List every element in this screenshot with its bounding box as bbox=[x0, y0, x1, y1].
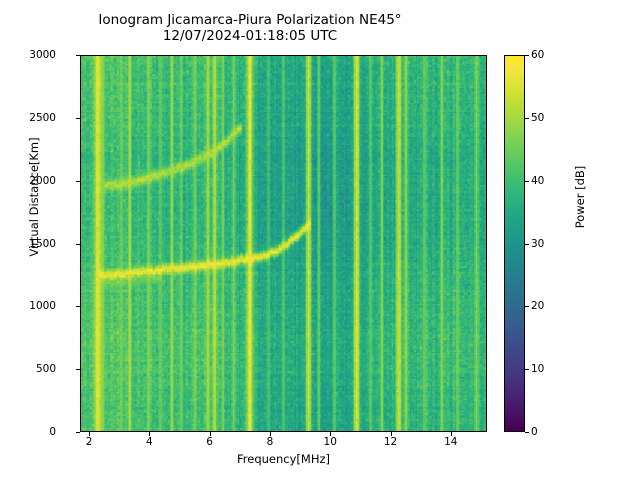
colorbar-tick-label: 0 bbox=[531, 426, 538, 438]
x-axis-tick-label: 8 bbox=[266, 436, 274, 448]
colorbar bbox=[504, 55, 525, 432]
colorbar-tick-label: 40 bbox=[531, 174, 545, 187]
y-axis-tick-mark bbox=[76, 432, 80, 433]
colorbar-tick-label: 60 bbox=[531, 49, 545, 61]
colorbar-tick-mark bbox=[525, 180, 529, 182]
colorbar-label: Power [dB] bbox=[573, 165, 587, 229]
y-axis-tick-label: 0 bbox=[49, 426, 56, 438]
y-axis-tick-mark bbox=[76, 55, 80, 56]
y-axis-tick-mark bbox=[76, 369, 80, 371]
colorbar-tick-mark bbox=[525, 243, 529, 245]
x-axis-tick-mark bbox=[450, 432, 452, 436]
x-axis-tick-mark bbox=[330, 432, 332, 436]
y-axis-tick-mark bbox=[76, 243, 80, 245]
y-axis-tick-mark bbox=[76, 306, 80, 308]
x-axis-tick-mark bbox=[269, 432, 271, 436]
colorbar-tick-mark bbox=[525, 369, 529, 371]
colorbar-tick-mark bbox=[525, 55, 529, 56]
y-axis-tick-label: 1000 bbox=[29, 300, 56, 313]
x-axis-tick-label: 12 bbox=[383, 436, 398, 448]
figure-title: Ionogram Jicamarca-Piura Polarization NE… bbox=[98, 12, 402, 44]
colorbar-gradient bbox=[505, 56, 524, 431]
colorbar-tick-label: 30 bbox=[531, 237, 545, 250]
y-axis-tick-mark bbox=[76, 117, 80, 119]
x-axis-tick-label: 6 bbox=[206, 436, 213, 448]
x-axis-tick-mark bbox=[390, 432, 392, 436]
colorbar-tick-label: 10 bbox=[531, 363, 545, 376]
x-axis-label: Frequency[MHz] bbox=[237, 452, 330, 466]
y-axis-tick-label: 3000 bbox=[29, 49, 56, 61]
y-axis-tick-label: 500 bbox=[35, 363, 56, 376]
y-axis-label: Virtual Distance[Km] bbox=[27, 137, 41, 257]
y-axis-tick-label: 2500 bbox=[29, 111, 56, 124]
y-axis-tick-label: 1500 bbox=[29, 237, 56, 250]
x-axis-tick-mark bbox=[89, 432, 91, 436]
ionogram-heatmap bbox=[81, 56, 486, 431]
x-axis-tick-label: 4 bbox=[145, 436, 153, 448]
colorbar-tick-label: 50 bbox=[531, 111, 545, 124]
colorbar-tick-mark bbox=[525, 117, 529, 119]
x-axis-tick-label: 2 bbox=[85, 436, 93, 448]
y-axis-tick-mark bbox=[76, 180, 80, 182]
x-axis-tick-mark bbox=[209, 432, 211, 436]
colorbar-tick-mark bbox=[525, 432, 529, 433]
x-axis-tick-mark bbox=[149, 432, 151, 436]
x-axis-tick-label: 10 bbox=[323, 436, 337, 448]
plot-area bbox=[80, 55, 487, 432]
colorbar-tick-mark bbox=[525, 306, 529, 308]
colorbar-tick-label: 20 bbox=[531, 300, 545, 313]
y-axis-tick-label: 2000 bbox=[29, 174, 56, 187]
x-axis-tick-label: 14 bbox=[444, 436, 458, 448]
